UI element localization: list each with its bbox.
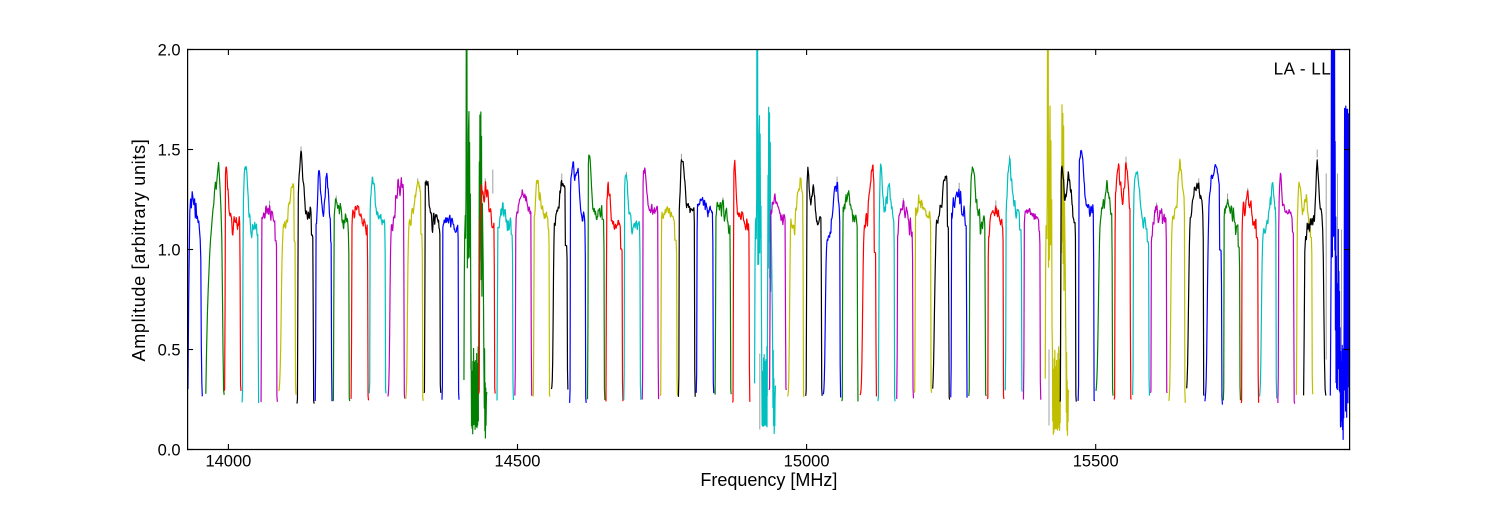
svg-text:15500: 15500 — [1073, 452, 1119, 470]
svg-text:LA - LL: LA - LL — [1274, 60, 1332, 79]
svg-text:14000: 14000 — [205, 452, 251, 470]
svg-text:Frequency [MHz]: Frequency [MHz] — [700, 470, 837, 490]
svg-text:14500: 14500 — [495, 452, 541, 470]
svg-text:0.0: 0.0 — [158, 442, 181, 460]
svg-text:1.0: 1.0 — [158, 242, 181, 260]
svg-text:0.5: 0.5 — [158, 342, 181, 360]
svg-text:1.5: 1.5 — [158, 142, 181, 160]
svg-text:15000: 15000 — [784, 452, 830, 470]
svg-text:2.0: 2.0 — [158, 42, 181, 60]
svg-text:Amplitude [arbitrary units]: Amplitude [arbitrary units] — [129, 139, 149, 362]
